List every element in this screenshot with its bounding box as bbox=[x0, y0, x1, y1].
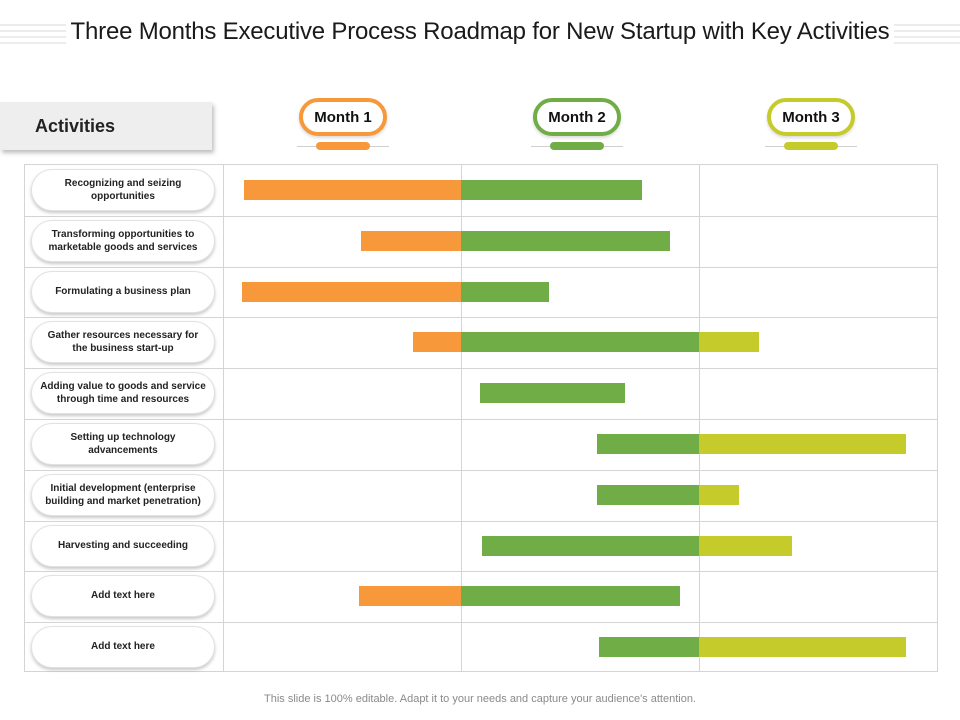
row-divider bbox=[25, 470, 937, 471]
month-1-marker bbox=[316, 142, 370, 150]
activity-bar-month-1 bbox=[413, 332, 461, 352]
activity-bar-month-3 bbox=[699, 434, 907, 454]
activity-bar-month-2 bbox=[480, 383, 626, 403]
activity-label: Harvesting and succeeding bbox=[31, 525, 215, 567]
decorative-lines-left bbox=[0, 24, 66, 44]
activity-label: Setting up technology advancements bbox=[31, 423, 215, 465]
row-divider bbox=[25, 317, 937, 318]
activity-bar-month-3 bbox=[699, 485, 740, 505]
activity-bar-month-1 bbox=[242, 282, 461, 302]
row-divider bbox=[25, 368, 937, 369]
activities-header: Activities bbox=[0, 102, 212, 150]
decorative-lines-right bbox=[894, 24, 960, 44]
row-divider bbox=[25, 521, 937, 522]
activity-bar-month-2 bbox=[461, 332, 699, 352]
activity-bar-month-1 bbox=[361, 231, 461, 251]
activity-label: Gather resources necessary for the busin… bbox=[31, 321, 215, 363]
month-1-badge: Month 1 bbox=[299, 98, 387, 136]
row-divider bbox=[25, 571, 937, 572]
row-divider bbox=[25, 216, 937, 217]
month-3-badge: Month 3 bbox=[767, 98, 855, 136]
month-2-badge: Month 2 bbox=[533, 98, 621, 136]
activity-bar-month-3 bbox=[699, 332, 759, 352]
activity-label: Formulating a business plan bbox=[31, 271, 215, 313]
activity-bar-month-2 bbox=[461, 586, 680, 606]
activity-label: Add text here bbox=[31, 626, 215, 668]
month-divider-1 bbox=[461, 165, 462, 671]
activity-bar-month-2 bbox=[596, 434, 699, 454]
activity-label: Initial development (enterprise building… bbox=[31, 474, 215, 516]
activity-bar-month-2 bbox=[596, 485, 699, 505]
label-column-divider bbox=[223, 165, 224, 671]
activity-bar-month-1 bbox=[358, 586, 461, 606]
activity-label: Transforming opportunities to marketable… bbox=[31, 220, 215, 262]
activity-label: Recognizing and seizing opportunities bbox=[31, 169, 215, 211]
activity-bar-month-3 bbox=[699, 536, 792, 556]
activity-bar-month-1 bbox=[244, 180, 461, 200]
row-divider bbox=[25, 622, 937, 623]
roadmap-grid: Recognizing and seizing opportunities Tra… bbox=[24, 164, 938, 672]
activity-bar-month-2 bbox=[461, 180, 642, 200]
activity-bar-month-2 bbox=[461, 282, 550, 302]
month-2-marker bbox=[550, 142, 604, 150]
activity-bar-month-2 bbox=[599, 637, 699, 657]
activity-label: Add text here bbox=[31, 575, 215, 617]
footer-note: This slide is 100% editable. Adapt it to… bbox=[264, 693, 696, 705]
activity-bar-month-2 bbox=[482, 536, 699, 556]
page-title: Three Months Executive Process Roadmap f… bbox=[70, 18, 890, 45]
activity-bar-month-3 bbox=[699, 637, 907, 657]
row-divider bbox=[25, 419, 937, 420]
row-divider bbox=[25, 267, 937, 268]
activities-header-label: Activities bbox=[35, 116, 116, 136]
month-divider-2 bbox=[699, 165, 700, 671]
activity-bar-month-2 bbox=[461, 231, 671, 251]
month-3-marker bbox=[784, 142, 838, 150]
activity-label: Adding value to goods and service throug… bbox=[31, 372, 215, 414]
